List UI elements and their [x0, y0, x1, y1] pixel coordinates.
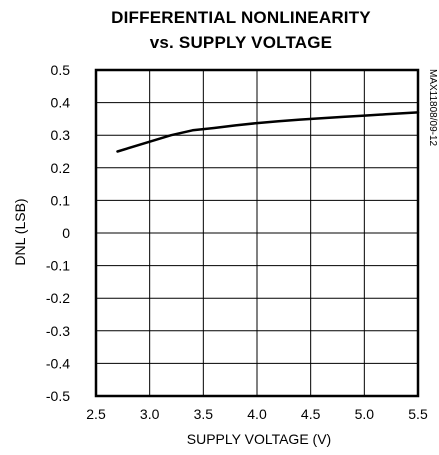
x-tick-label: 5.5 — [408, 406, 428, 422]
y-tick-label: -0.3 — [46, 323, 70, 339]
y-tick-label: -0.5 — [46, 388, 70, 404]
chart-title-line-2: vs. SUPPLY VOLTAGE — [150, 33, 332, 52]
y-axis-label: DNL (LSB) — [12, 198, 28, 265]
figure-id-label: MAX11808/09-12 — [427, 69, 438, 147]
y-tick-label: 0.5 — [51, 62, 71, 78]
grid — [96, 70, 418, 396]
x-tick-label: 3.5 — [194, 406, 214, 422]
y-tick-label: 0 — [62, 225, 70, 241]
x-tick-label: 2.5 — [86, 406, 106, 422]
dnl-series-line — [116, 111, 420, 153]
x-tick-label: 5.0 — [355, 406, 375, 422]
y-tick-label: -0.4 — [46, 355, 70, 371]
x-axis-label: SUPPLY VOLTAGE (V) — [187, 431, 331, 447]
y-tick-label: 0.2 — [51, 160, 71, 176]
plot-frame — [94, 68, 420, 398]
x-tick-label: 4.5 — [301, 406, 321, 422]
tick-labels: 2.5 3.0 3.5 4.0 4.5 5.0 5.5 0.5 0.4 0.3 0.2 0.1 0 -0.… — [46, 62, 428, 422]
y-tick-label: -0.2 — [46, 290, 70, 306]
y-tick-label: 0.3 — [51, 127, 71, 143]
chart-title-line-1: DIFFERENTIAL NONLINEARITY — [111, 8, 371, 27]
y-tick-label: 0.1 — [51, 192, 71, 208]
y-tick-label: -0.1 — [46, 258, 70, 274]
series-layer — [116, 111, 420, 153]
x-tick-label: 4.0 — [247, 406, 267, 422]
y-tick-label: 0.4 — [51, 95, 71, 111]
x-tick-label: 3.0 — [140, 406, 160, 422]
